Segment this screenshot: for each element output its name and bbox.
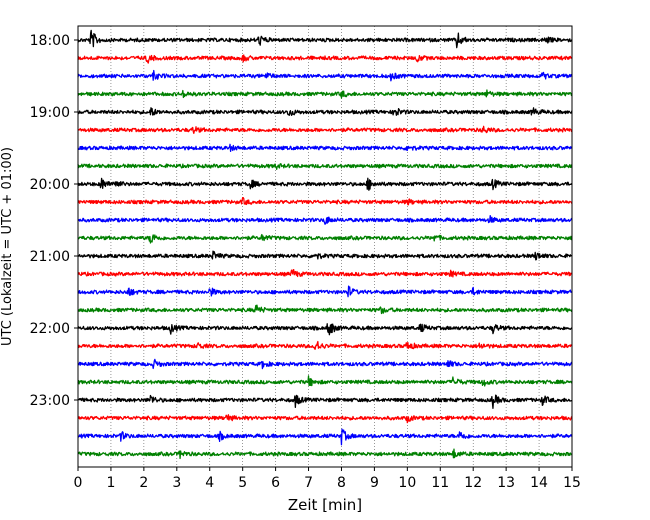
seismogram-trace: [77, 340, 573, 350]
seismogram-trace: [77, 89, 573, 99]
seismogram-trace: [77, 414, 573, 424]
x-tick-label: 11: [431, 475, 449, 491]
x-tick-label: 7: [304, 475, 313, 491]
seismogram-trace: [77, 177, 573, 191]
x-tick-label: 4: [205, 475, 214, 491]
seismogram-trace: [77, 428, 573, 446]
x-tick-label: 13: [497, 475, 515, 491]
seismogram-trace: [77, 107, 573, 116]
seismogram-trace: [77, 358, 573, 370]
x-tick-label: 1: [106, 475, 115, 491]
y-axis-ticks: 18:00 19:00 20:00 21:00 22:00 23:00: [30, 33, 78, 409]
seismogram-trace: [77, 323, 573, 336]
seismogram-trace: [77, 233, 573, 244]
seismogram-traces: [77, 29, 573, 460]
seismogram-trace: [77, 215, 573, 225]
seismogram-trace: [77, 196, 573, 206]
seismogram-trace: [77, 269, 573, 278]
y-tick-label: 19:00: [30, 105, 70, 121]
plot-frame: [77, 25, 573, 468]
x-tick-label: 14: [530, 475, 548, 491]
seismogram-trace: [77, 448, 573, 460]
seismogram-trace: [77, 250, 573, 261]
x-tick-label: 3: [172, 475, 181, 491]
seismogram-trace: [77, 285, 573, 298]
y-tick-label: 20:00: [30, 177, 70, 193]
x-tick-label: 9: [370, 475, 379, 491]
seismogram-trace: [77, 125, 573, 134]
y-axis-label: UTC (Lokalzeit = UTC + 01:00): [0, 147, 15, 346]
x-axis-label: Zeit [min]: [288, 496, 362, 514]
x-tick-label: 2: [139, 475, 148, 491]
y-tick-label: 18:00: [30, 33, 70, 49]
seismogram-trace: [77, 54, 573, 64]
y-tick-label: 23:00: [30, 393, 70, 409]
seismogram-trace: [77, 394, 573, 409]
seismogram-trace: [77, 29, 573, 49]
seismogram-trace: [77, 69, 573, 82]
x-tick-label: 8: [337, 475, 346, 491]
seismogram-trace: [77, 304, 573, 315]
y-tick-label: 22:00: [30, 321, 70, 337]
x-tick-label: 5: [238, 475, 247, 491]
x-tick-label: 15: [563, 475, 581, 491]
seismogram-trace: [77, 375, 573, 387]
seismogram-trace: [77, 163, 573, 170]
seismogram-trace: [77, 143, 573, 152]
x-tick-label: 12: [464, 475, 482, 491]
x-tick-label: 10: [398, 475, 416, 491]
x-axis-ticks: 0 1 2 3 4 5 6 7 8 9 10 11 12 13 14 15: [74, 467, 581, 491]
y-tick-label: 21:00: [30, 249, 70, 265]
x-tick-label: 0: [74, 475, 83, 491]
x-tick-label: 6: [271, 475, 280, 491]
